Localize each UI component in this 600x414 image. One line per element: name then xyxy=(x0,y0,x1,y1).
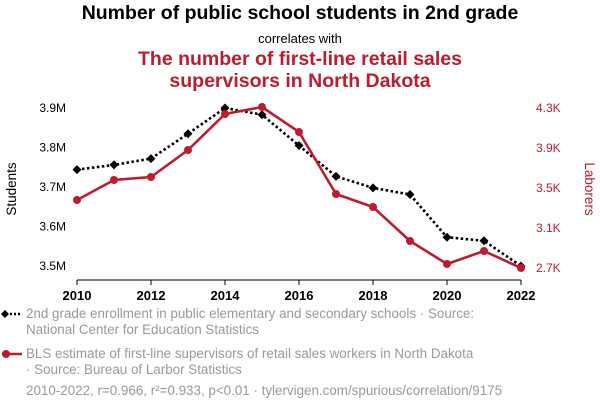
y-right-tick-label-2: 3.5K xyxy=(536,181,561,195)
series-students-point-2012 xyxy=(146,154,156,164)
chart-subtitle: correlates with xyxy=(258,31,342,46)
series-students-point-2010 xyxy=(72,165,82,175)
series-laborers-point-2020 xyxy=(443,260,451,268)
series-laborers-point-2012 xyxy=(147,173,155,181)
series-students-point-2013 xyxy=(183,129,193,139)
x-tick-label-2016: 2016 xyxy=(285,288,314,300)
legend-text-students-line1: 2nd grade enrollment in public elementar… xyxy=(26,306,475,321)
series-laborers-point-2017 xyxy=(332,190,340,198)
chart-title-secondary: The number of first-line retail sales su… xyxy=(0,48,600,92)
y-left-axis-title: Students xyxy=(4,162,19,216)
chart-title-secondary-line2: supervisors in North Dakota xyxy=(169,70,431,92)
series-students-point-2015 xyxy=(257,110,267,120)
y-left-tick-label-1: 3.6M xyxy=(39,220,66,234)
series-students-point-2014 xyxy=(220,103,230,113)
x-tick-label-2014: 2014 xyxy=(211,288,241,300)
series-laborers-point-2014 xyxy=(221,110,229,118)
series-laborers-point-2016 xyxy=(295,128,303,136)
chart-title: Number of public school students in 2nd … xyxy=(81,2,519,24)
series-laborers-point-2013 xyxy=(184,146,192,154)
x-tick-label-2010: 2010 xyxy=(63,288,92,300)
series-students-point-2011 xyxy=(109,160,119,170)
y-right-tick-label-0: 2.7K xyxy=(536,261,561,275)
line-chart: 2010 2012 2014 2016 2018 2020 2022 3.5M 3.6M 3.7M… xyxy=(4,101,597,300)
y-right-axis-title: Laborers xyxy=(582,162,597,216)
series-laborers-point-2022 xyxy=(517,264,525,272)
x-tick-label-2022: 2022 xyxy=(507,288,536,300)
y-left-tick-label-4: 3.9M xyxy=(39,101,66,115)
legend-key-laborers xyxy=(2,350,22,358)
legend-text-laborers-line1: BLS estimate of first-line supervisors o… xyxy=(26,346,474,361)
y-left-tick-label-2: 3.7M xyxy=(39,180,66,194)
series-students-point-2017 xyxy=(331,171,341,181)
series-students-point-2021 xyxy=(479,236,489,246)
chart-axes: 2010 2012 2014 2016 2018 2020 2022 3.5M 3.6M 3.7M… xyxy=(4,101,597,300)
x-tick-label-2012: 2012 xyxy=(137,288,166,300)
y-left-tick-label-3: 3.8M xyxy=(39,141,66,155)
y-right-tick-label-3: 3.9K xyxy=(536,141,561,155)
chart-title-secondary-line1: The number of first-line retail sales xyxy=(138,48,462,70)
series-laborers-point-2021 xyxy=(480,247,488,255)
legend-item-laborers: BLS estimate of first-line supervisors o… xyxy=(2,346,596,378)
chart-footer: 2010-2022, r=0.966, r²=0.933, p<0.01 · t… xyxy=(26,383,503,398)
series-laborers-point-2019 xyxy=(406,237,414,245)
series-students-point-2019 xyxy=(405,190,415,200)
y-left-tick-label-0: 3.5M xyxy=(39,259,66,273)
series-laborers-point-2010 xyxy=(73,196,81,204)
series-students-point-2016 xyxy=(294,141,304,151)
x-tick-label-2018: 2018 xyxy=(359,288,388,300)
series-laborers-point-2011 xyxy=(110,176,118,184)
series-laborers-point-2018 xyxy=(369,203,377,211)
x-tick-label-2020: 2020 xyxy=(433,288,462,300)
series-students-point-2020 xyxy=(442,232,452,242)
series-students-point-2018 xyxy=(368,183,378,193)
legend-key-students xyxy=(1,310,22,318)
y-right-tick-label-1: 3.1K xyxy=(536,221,561,235)
legend-item-students: 2nd grade enrollment in public elementar… xyxy=(1,306,596,338)
series-laborers xyxy=(73,103,525,272)
legend-text-laborers-line2: · Source: Bureau of Larbor Statistics xyxy=(26,362,242,377)
series-laborers-point-2015 xyxy=(258,103,266,111)
y-right-tick-label-4: 4.3K xyxy=(536,101,561,115)
legend-text-students-line2: National Center for Education Statistics xyxy=(26,322,259,337)
